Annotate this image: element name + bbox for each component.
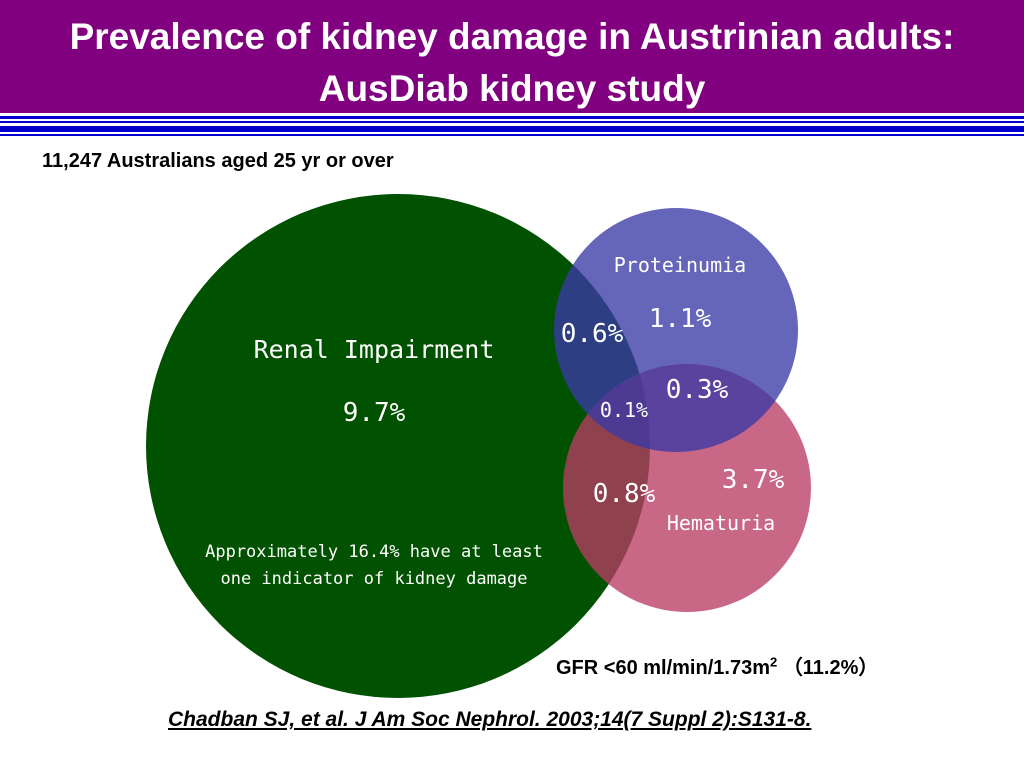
renal-impairment-value: 9.7% bbox=[343, 398, 406, 428]
proteinuria-hematuria-overlap-value: 0.3% bbox=[666, 375, 729, 405]
gfr-note-superscript: 2 bbox=[769, 654, 778, 670]
renal-impairment-label: Renal Impairment bbox=[254, 335, 495, 364]
renal-proteinuria-overlap-value: 0.6% bbox=[561, 319, 624, 349]
title-banner: Prevalence of kidney damage in Austrinia… bbox=[0, 0, 1024, 113]
proteinuria-label: Proteinumia bbox=[614, 253, 746, 277]
divider-rule bbox=[0, 116, 1024, 119]
citation: Chadban SJ, et al. J Am Soc Nephrol. 200… bbox=[168, 708, 812, 731]
divider-rule bbox=[0, 126, 1024, 132]
all-three-overlap-value: 0.1% bbox=[600, 398, 648, 422]
page-title-line2: AusDiab kidney study bbox=[318, 68, 706, 109]
gfr-note-suffix: （11.2%） bbox=[782, 657, 879, 679]
hematuria-label: Hematuria bbox=[667, 511, 775, 535]
population-subtitle: 11,247 Australians aged 25 yr or over bbox=[42, 150, 394, 172]
proteinuria-circle bbox=[554, 208, 798, 452]
renal-impairment-circle bbox=[146, 194, 650, 698]
renal-hematuria-overlap-value: 0.8% bbox=[593, 479, 656, 509]
page-title-line1: Prevalence of kidney damage in Austrinia… bbox=[69, 16, 955, 57]
hematuria-value: 3.7% bbox=[722, 465, 785, 495]
summary-text-line1: Approximately 16.4% have at least bbox=[205, 542, 543, 562]
gfr-note: GFR <60 ml/min/1.73m2 （11.2%） bbox=[556, 651, 878, 680]
summary-text-line2: one indicator of kidney damage bbox=[220, 569, 527, 589]
divider-rule bbox=[0, 134, 1024, 136]
divider-rule bbox=[0, 121, 1024, 123]
proteinuria-value: 1.1% bbox=[649, 304, 712, 334]
gfr-note-prefix: GFR <60 ml/min/1.73m bbox=[556, 657, 770, 679]
